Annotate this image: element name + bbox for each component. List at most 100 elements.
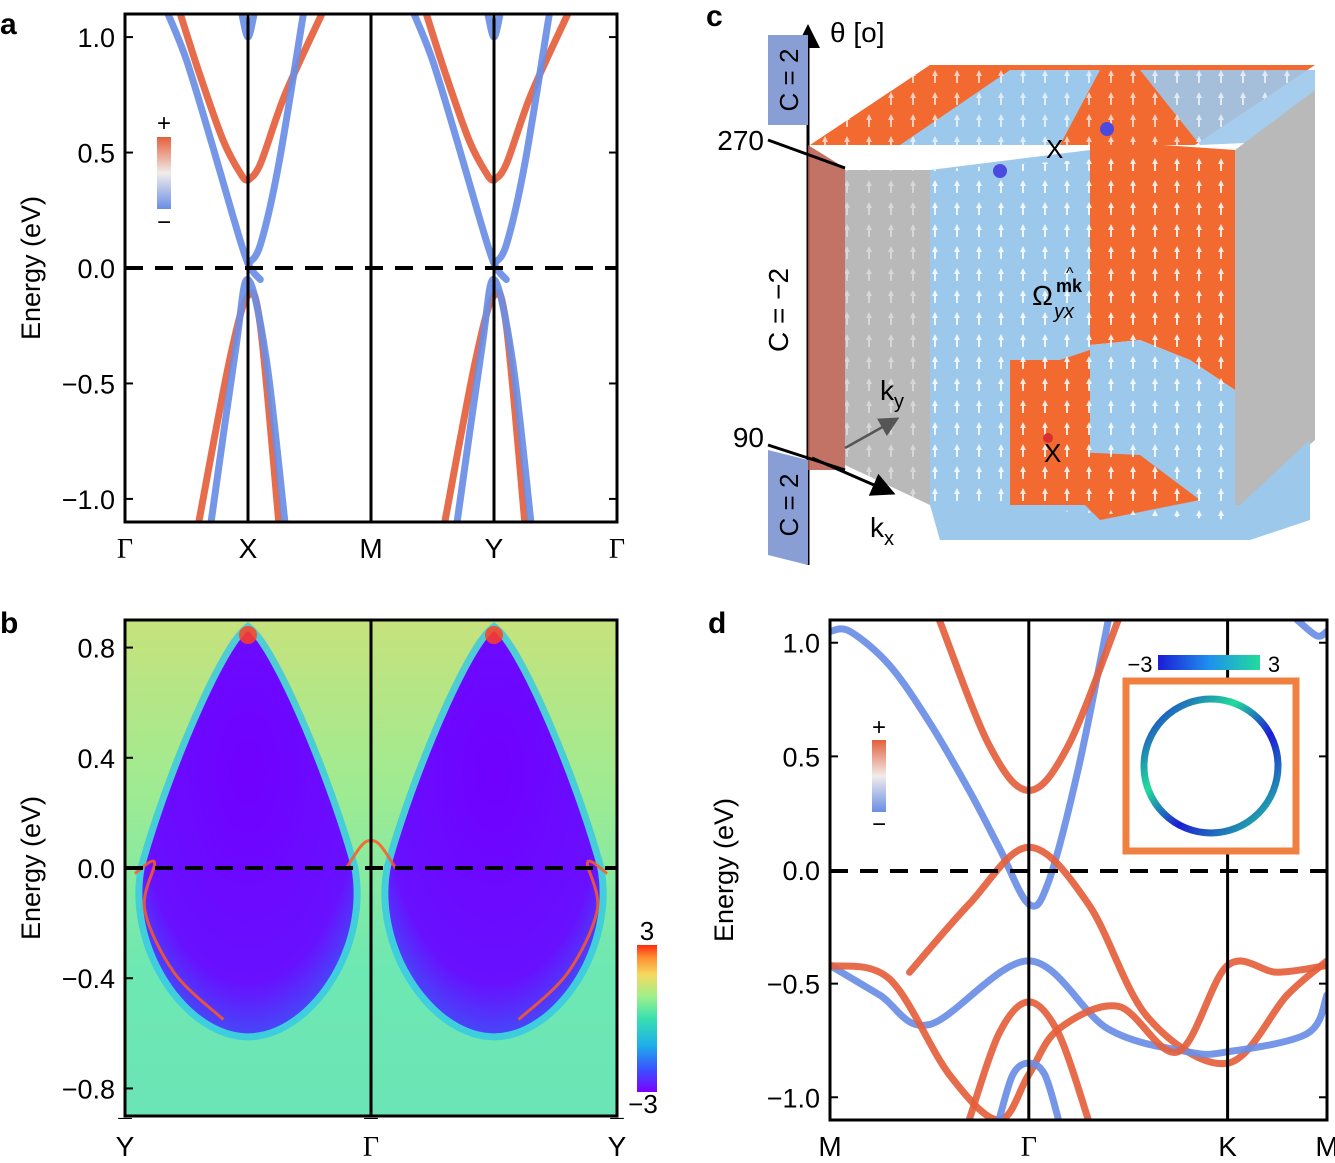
band-c1	[830, 620, 1112, 910]
panel-b-xticks: Y¯Γ¯Y¯	[116, 1115, 627, 1163]
point-label-x-bottom: X	[1044, 438, 1061, 468]
omega-label: Ω yx mk ^	[1032, 265, 1083, 323]
svg-text:yx: yx	[1052, 301, 1075, 323]
band-band3	[244, 14, 326, 184]
xtick-label: Y	[608, 1131, 627, 1162]
ytick-label: 0.8	[77, 634, 115, 664]
band-c8	[1293, 620, 1327, 640]
theta-axis-label: θ [o]	[830, 17, 884, 48]
ytick-label: 0.5	[782, 742, 820, 772]
panel-d-ylabel: Energy (eV)	[709, 798, 739, 942]
ytick-label: −1.0	[62, 485, 115, 515]
ytick-label: −0.8	[62, 1074, 115, 1104]
panel-b-colorbar	[637, 945, 657, 1092]
kx-arrow	[811, 456, 896, 496]
panel-a-yticks: 1.0 0.5 0.0 −0.5 −1.0	[62, 23, 617, 515]
chern-label-bottom: C = 2	[774, 474, 804, 537]
band-c3	[906, 843, 1327, 1068]
weyl-point	[1100, 122, 1114, 136]
panel-a-kpoint-lines	[246, 14, 496, 522]
band-band11	[490, 14, 553, 267]
panel-a-ylabel: Energy (eV)	[16, 196, 46, 340]
theta-tick-270: 270	[717, 125, 764, 156]
xtick-overbar: ¯	[609, 1115, 624, 1142]
xtick-label: M	[359, 533, 382, 564]
panel-a-colorbar-minus: −	[157, 209, 171, 236]
ytick-label: 0.0	[782, 856, 820, 886]
panel-d-yticks: 1.0 0.5 0.0 −0.5 −1.0	[767, 629, 1327, 1113]
panel-d-label: d	[708, 607, 726, 640]
svg-text:Ω: Ω	[1032, 280, 1053, 311]
band-c4	[830, 957, 1327, 1058]
cube-arrow-field	[930, 150, 1235, 520]
ky-arrow	[844, 417, 900, 450]
panel-b-label: b	[0, 607, 18, 640]
ytick-label: 1.0	[77, 23, 115, 53]
panel-b-yticks: 0.8 0.4 0.0 −0.4 −0.8	[62, 634, 133, 1104]
panel-b-ylabel: Energy (eV)	[16, 796, 46, 940]
band-band9	[410, 14, 510, 284]
svg-text:^: ^	[1066, 265, 1074, 282]
cube-right-face	[1235, 90, 1315, 510]
xtick-label: X	[239, 533, 258, 564]
hotspot	[485, 626, 503, 645]
cube-top-arrows	[810, 65, 1315, 145]
band-band4	[244, 14, 307, 267]
chern-band-top	[768, 35, 808, 125]
xtick-label: Γ	[363, 1132, 379, 1163]
ytick-label: −0.5	[767, 970, 820, 1000]
theta-tick-270-line	[767, 138, 846, 170]
chern-band-bottom	[768, 450, 808, 565]
ytick-label: 0.0	[77, 254, 115, 284]
band-band10	[490, 14, 572, 184]
weyl-point	[993, 164, 1007, 178]
weyl-point	[1043, 433, 1053, 443]
panel-d: d 1.0 0.5 0.0 −0.5 −1.0 M Γ K M Energy (eV) + −…	[708, 607, 1335, 1163]
inset-ring	[1140, 695, 1282, 837]
chern-label-top: C = 2	[774, 49, 804, 112]
ytick-label: −0.5	[62, 369, 115, 399]
inset-colorbar	[1158, 655, 1260, 670]
panel-b-colorbar-max: 3	[640, 916, 654, 946]
svg-text:mk: mk	[1056, 276, 1083, 296]
inset-frame	[1122, 677, 1300, 855]
chern-band-middle	[808, 145, 845, 470]
band-band2	[164, 14, 264, 284]
panel-d-inset: −3 3	[1122, 652, 1300, 855]
panel-c-label: c	[706, 0, 723, 33]
panel-b: b 0.80.40.0−0.4−0.8 Y¯Γ¯Y¯ Energy (eV) 3…	[0, 607, 658, 1163]
xtick-label: Γ	[609, 534, 625, 565]
point-label-x-top: X	[1046, 134, 1063, 164]
panel-d-colorbar-minus: −	[872, 811, 886, 838]
inset-colorbar-max: 3	[1268, 652, 1280, 677]
gap-region	[142, 631, 354, 1034]
chern-label-middle: C = −2	[763, 268, 794, 352]
hotspot	[239, 626, 257, 645]
surface-state	[517, 859, 609, 1021]
band-band1	[176, 14, 252, 184]
ky-label: ky	[880, 375, 904, 413]
ytick-label: 0.4	[77, 744, 115, 774]
panel-a-label: a	[0, 8, 17, 41]
panel-d-colorbar	[872, 740, 886, 812]
xtick-label: Γ	[1021, 1132, 1037, 1163]
xtick-label: M	[1315, 1131, 1335, 1162]
panel-d-colorbar-plus: +	[872, 714, 886, 741]
xtick-overbar: ¯	[117, 1115, 132, 1142]
ytick-label: −0.4	[62, 964, 115, 994]
xtick-label: Y	[116, 1131, 135, 1162]
kx-label: kx	[870, 512, 894, 550]
band-band8	[422, 14, 498, 184]
xtick-overbar: ¯	[363, 1115, 378, 1142]
ytick-label: 0.0	[77, 854, 115, 884]
surface-state	[133, 859, 225, 1021]
xtick-label: K	[1218, 1131, 1237, 1162]
panel-c: c θ [o] C = 2 C = −2 C = 2 270 90	[706, 0, 1315, 565]
inset-colorbar-min: −3	[1127, 652, 1152, 677]
panel-a-colorbar	[157, 137, 171, 209]
xtick-label: M	[818, 1131, 841, 1162]
heatmap-gap-regions	[135, 621, 607, 1041]
